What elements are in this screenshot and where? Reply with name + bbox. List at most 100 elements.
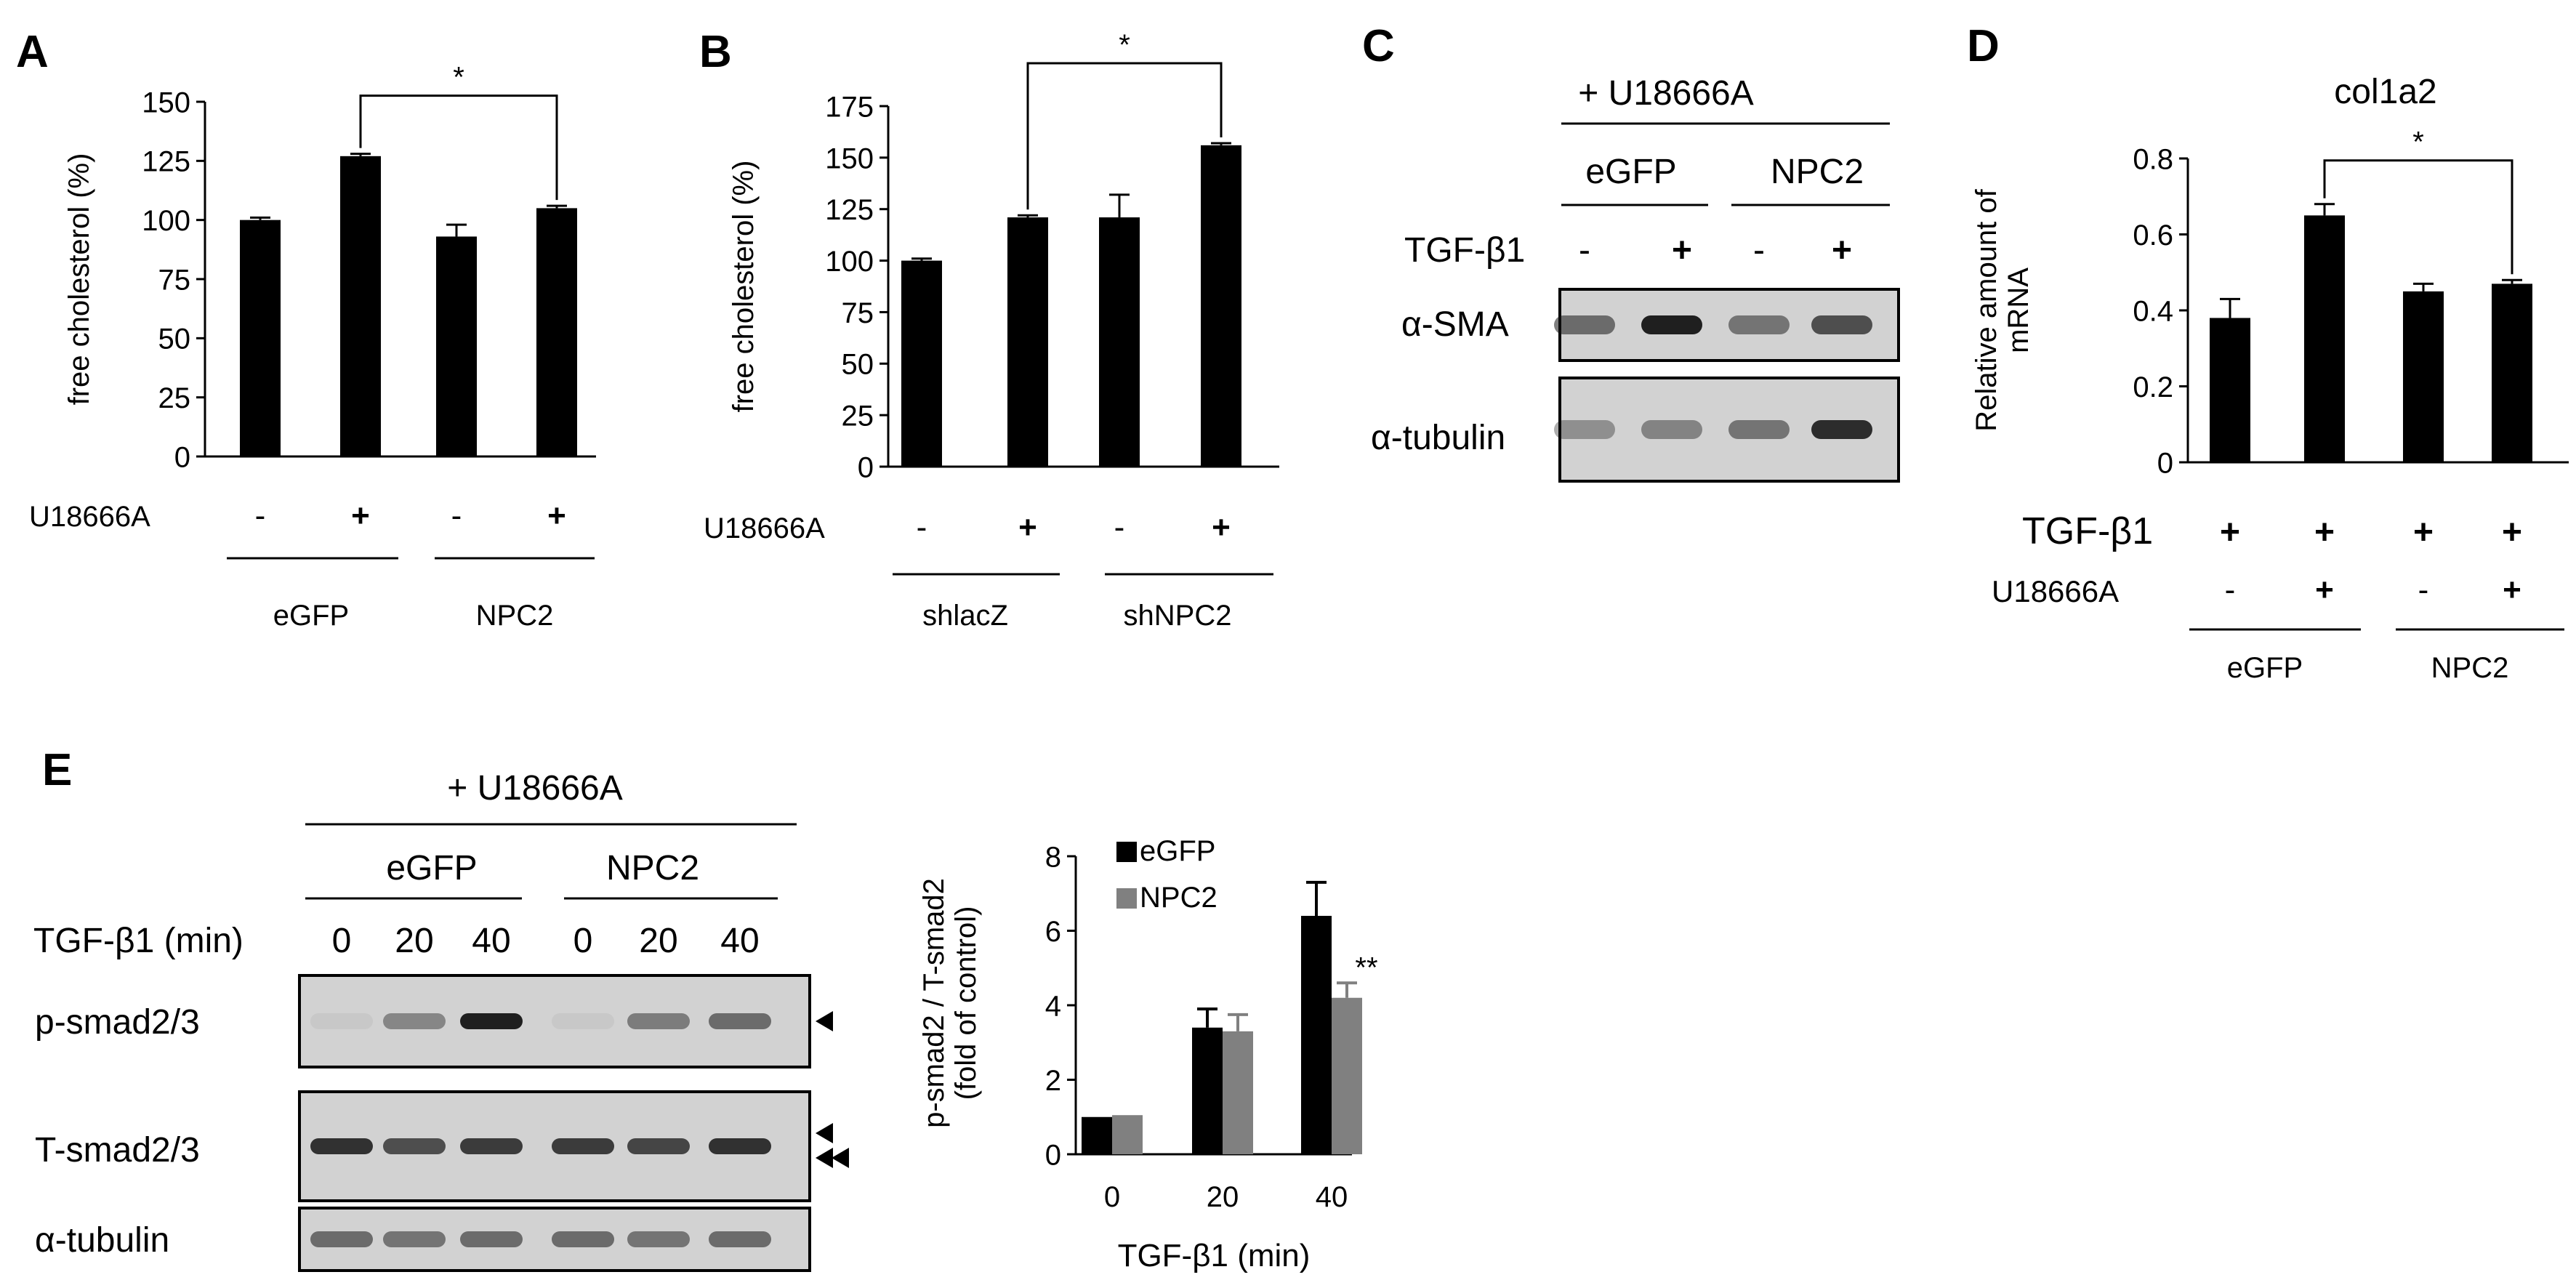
y-tick-label: 2 — [1045, 1065, 1061, 1097]
panel-b-group-label: shlacZ — [922, 600, 1008, 632]
panel-c-sign: - — [1753, 231, 1765, 270]
y-tick-label: 0 — [174, 441, 190, 473]
panel-d-sign-2: - — [2418, 572, 2429, 608]
legend-swatch — [1116, 888, 1137, 909]
y-axis-label: Relative amount ofmRNA — [1971, 188, 2034, 431]
panel-c-row-label: α-SMA — [1401, 305, 1509, 344]
significance-label: * — [2412, 126, 2424, 158]
panel-d-sign-1: + — [2502, 513, 2522, 552]
legend-label: eGFP — [1140, 835, 1215, 867]
y-tick-label: 0.2 — [2133, 371, 2173, 403]
panel-c-group-label: eGFP — [1585, 153, 1676, 191]
blot-band — [552, 1231, 614, 1247]
bar — [1099, 217, 1140, 467]
panel-d: D 0 0.2 0.4 0.6 0.8 * col1a2 Relative amount of… — [1967, 21, 2569, 684]
panel-b-group-label: shNPC2 — [1124, 600, 1232, 632]
panel-c-top-label: + U18666A — [1578, 74, 1754, 113]
y-axis-label-line: mRNA — [2003, 267, 2034, 353]
arrowhead-icon — [832, 1148, 849, 1168]
x-tick-label: 20 — [1207, 1181, 1239, 1213]
panel-d-treatment-label: U18666A — [1992, 574, 2119, 608]
bar-egfp — [1301, 916, 1332, 1154]
bar-egfp — [1082, 1116, 1112, 1154]
blot-band — [1641, 315, 1702, 334]
panel-e-group-label: eGFP — [386, 849, 477, 887]
panel-c-row-label: α-tubulin — [1371, 419, 1505, 457]
panel-c-sign: + — [1832, 231, 1852, 270]
blot-band — [709, 1013, 771, 1029]
y-tick-label: 0.4 — [2133, 295, 2173, 327]
y-axis-label-line: Relative amount of — [1971, 188, 2003, 431]
blot-band — [709, 1231, 771, 1247]
panel-d-group-label: NPC2 — [2431, 652, 2509, 684]
blot-band — [310, 1138, 373, 1154]
bar — [340, 156, 381, 456]
bar — [2492, 283, 2532, 462]
bar — [240, 220, 281, 456]
blot-band — [552, 1138, 614, 1154]
y-axis-label: free cholesterol (%) — [728, 161, 760, 413]
x-tick-label: 40 — [1316, 1181, 1348, 1213]
blot-band — [460, 1013, 523, 1029]
y-tick-label: 25 — [158, 382, 191, 414]
bar — [2304, 215, 2345, 462]
panel-b-sign: + — [1212, 510, 1231, 545]
blot-band — [460, 1138, 523, 1154]
panel-a-group-label: NPC2 — [476, 600, 554, 632]
y-tick-label: 0 — [858, 451, 874, 483]
panel-e-top-label: + U18666A — [447, 769, 623, 808]
y-tick-label: 0.6 — [2133, 220, 2173, 251]
y-tick-label: 75 — [158, 264, 191, 296]
panel-c-letter: C — [1362, 21, 1395, 71]
y-tick-label: 50 — [158, 323, 191, 355]
significance-label: ** — [1355, 951, 1377, 983]
y-axis-label: free cholesterol (%) — [63, 153, 95, 406]
y-axis-label: p-smad2 / T-smad2(fold of control) — [918, 878, 982, 1128]
blot-band — [1554, 315, 1615, 334]
panel-b-sign: - — [1114, 510, 1125, 545]
panel-e: E + U18666A eGFP NPC2 TGF-β1 (min) 0 20 … — [33, 745, 1378, 1273]
y-tick-label: 0 — [1045, 1139, 1061, 1171]
bar-npc2 — [1223, 1031, 1253, 1154]
panel-e-time: 20 — [639, 922, 677, 960]
y-tick-label: 0 — [2157, 447, 2173, 479]
panel-c-sign: - — [1579, 231, 1590, 270]
panel-a-group-label: eGFP — [273, 600, 349, 632]
y-tick-label: 50 — [842, 349, 874, 381]
panel-a-treatment-label: U18666A — [29, 501, 150, 533]
significance-bracket — [2323, 159, 2513, 275]
y-tick-label: 100 — [825, 246, 874, 278]
y-tick-label: 100 — [142, 205, 190, 237]
blot-band — [1641, 420, 1702, 439]
panel-b-sign: + — [1018, 510, 1037, 545]
blot-band — [310, 1013, 373, 1029]
bar — [1007, 217, 1048, 467]
y-tick-label: 150 — [142, 86, 190, 118]
bar-egfp — [1192, 1027, 1223, 1154]
blot-band — [460, 1231, 523, 1247]
y-tick-label: 125 — [142, 146, 190, 178]
blot-band — [1728, 315, 1790, 334]
x-axis-label: TGF-β1 (min) — [1118, 1238, 1311, 1273]
y-tick-label: 125 — [825, 194, 874, 226]
bar — [436, 236, 477, 456]
panel-b-treatment-label: U18666A — [704, 512, 825, 544]
panel-e-time: 0 — [332, 922, 352, 960]
chart-title: col1a2 — [2334, 73, 2436, 111]
bar — [901, 260, 942, 467]
panel-d-sign-2: - — [2225, 572, 2236, 608]
panel-d-sign-1: + — [2314, 513, 2335, 552]
panel-e-blot — [298, 974, 849, 1272]
blot-band — [709, 1138, 771, 1154]
panel-e-row-label: p-smad2/3 — [35, 1003, 200, 1042]
panel-c-sign: + — [1672, 231, 1692, 270]
panel-c: C + U18666A eGFP NPC2 TGF-β1 - + - + α-S… — [1362, 21, 1900, 483]
legend-label: NPC2 — [1140, 882, 1217, 914]
blot-band — [552, 1013, 614, 1029]
panel-d-sign-2: + — [2503, 572, 2521, 608]
y-tick-label: 4 — [1045, 990, 1061, 1022]
panel-b-letter: B — [699, 27, 732, 77]
blot-band — [310, 1231, 373, 1247]
bar — [536, 208, 577, 456]
